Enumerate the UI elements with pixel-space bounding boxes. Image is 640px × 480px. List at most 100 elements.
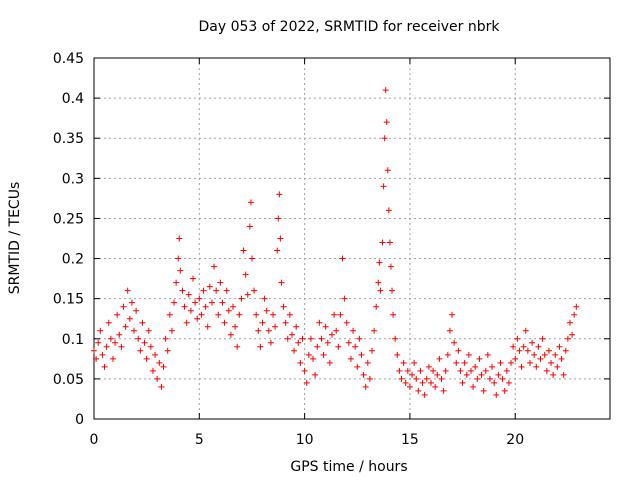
data-point [409, 371, 416, 378]
data-point [101, 363, 108, 370]
data-point [467, 367, 474, 374]
data-point [244, 291, 251, 298]
data-point [274, 247, 281, 254]
data-point [284, 335, 291, 342]
y-tick-label: 0.45 [53, 51, 84, 67]
data-point [552, 351, 559, 358]
data-point [143, 355, 150, 362]
data-point [240, 247, 247, 254]
data-point [145, 327, 152, 334]
data-point [295, 339, 302, 346]
data-point [156, 359, 163, 366]
data-point [322, 323, 329, 330]
data-point [135, 335, 142, 342]
data-point [343, 319, 350, 326]
data-point [383, 119, 390, 126]
data-point [225, 307, 232, 314]
data-point [434, 371, 441, 378]
data-point [312, 371, 319, 378]
x-tick-label: 5 [195, 432, 204, 448]
data-point [571, 311, 578, 318]
data-point [539, 335, 546, 342]
data-point [221, 319, 228, 326]
data-point [489, 363, 496, 370]
data-point [380, 183, 387, 190]
data-point [350, 327, 357, 334]
data-point [436, 355, 443, 362]
data-point [217, 279, 224, 286]
data-point [390, 311, 397, 318]
data-point [204, 323, 211, 330]
data-point [328, 331, 335, 338]
data-point [386, 239, 393, 246]
data-point [499, 375, 506, 382]
data-point [438, 375, 445, 382]
data-point [316, 319, 323, 326]
data-point [189, 275, 196, 282]
data-point [369, 347, 376, 354]
data-point [192, 299, 199, 306]
data-point [200, 287, 207, 294]
data-point [406, 383, 413, 390]
data-point [162, 335, 169, 342]
data-point [326, 359, 333, 366]
data-point [181, 303, 188, 310]
data-point [381, 135, 388, 142]
data-point [444, 351, 451, 358]
data-point [566, 319, 573, 326]
data-point [272, 323, 279, 330]
data-point [376, 259, 383, 266]
data-point [261, 295, 268, 302]
data-point [303, 379, 310, 386]
data-point [379, 239, 386, 246]
data-point [259, 319, 266, 326]
data-point [411, 359, 418, 366]
data-point [495, 371, 502, 378]
data-point [446, 327, 453, 334]
data-point [389, 287, 396, 294]
data-point [524, 347, 531, 354]
data-point [463, 371, 470, 378]
data-point [131, 327, 138, 334]
y-tick-label: 0.3 [62, 171, 84, 187]
data-point [385, 207, 392, 214]
data-point [558, 355, 565, 362]
data-point [465, 351, 472, 358]
data-point [202, 303, 209, 310]
data-point [545, 347, 552, 354]
data-point [280, 303, 287, 310]
data-point [173, 279, 180, 286]
data-point [345, 339, 352, 346]
data-point [402, 379, 409, 386]
data-point [112, 339, 119, 346]
data-point [440, 387, 447, 394]
data-point [248, 255, 255, 262]
data-point [109, 355, 116, 362]
y-axis-label: SRMTID / TECUs [7, 182, 23, 295]
data-point [503, 367, 510, 374]
data-point [377, 287, 384, 294]
data-point [257, 343, 264, 350]
data-point [114, 311, 121, 318]
data-point [453, 359, 460, 366]
x-axis-label: GPS time / hours [290, 459, 407, 475]
data-point [293, 323, 300, 330]
grid-lines [94, 58, 610, 419]
x-tick-label: 20 [506, 432, 524, 448]
data-point [251, 287, 258, 294]
data-point [520, 343, 527, 350]
data-point [404, 367, 411, 374]
data-point [103, 343, 110, 350]
data-point [154, 375, 161, 382]
data-point [550, 371, 557, 378]
data-point [133, 307, 140, 314]
data-point [166, 311, 173, 318]
data-point [398, 375, 405, 382]
data-point [569, 331, 576, 338]
data-point [514, 335, 521, 342]
y-tick-label: 0 [75, 412, 84, 428]
data-point [337, 311, 344, 318]
data-point [432, 383, 439, 390]
data-point [427, 379, 434, 386]
data-point [341, 295, 348, 302]
